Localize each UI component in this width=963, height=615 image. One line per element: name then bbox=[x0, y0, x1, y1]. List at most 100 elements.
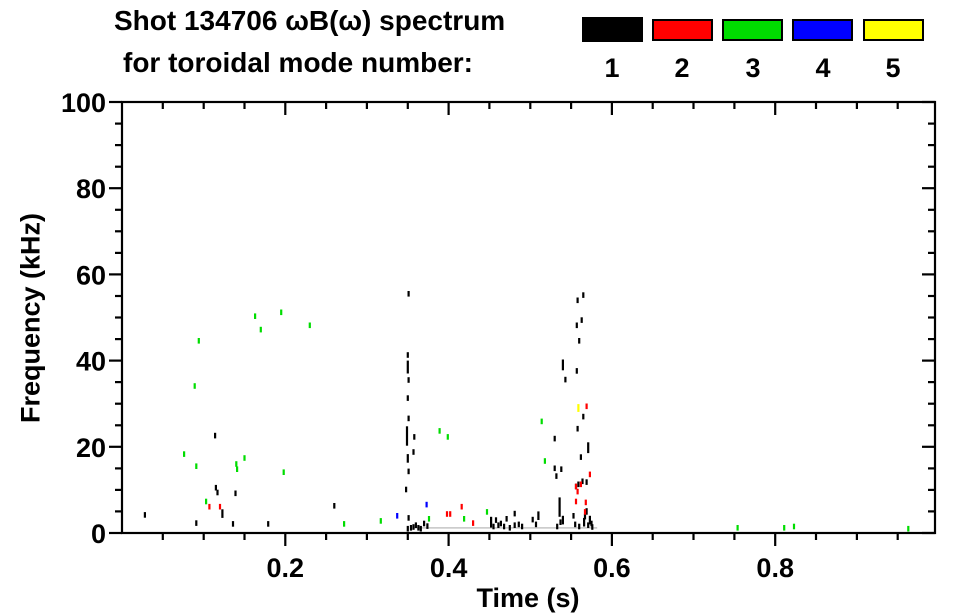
data-point bbox=[555, 473, 558, 479]
data-point bbox=[282, 469, 285, 475]
data-point bbox=[407, 515, 410, 521]
data-point bbox=[576, 488, 579, 495]
data-point bbox=[438, 428, 441, 434]
legend-mode-label-5: 5 bbox=[885, 53, 901, 83]
y-tick-label: 40 bbox=[76, 347, 106, 377]
data-point bbox=[582, 292, 585, 298]
data-point bbox=[574, 483, 578, 490]
legend: 1 2 3 4 5 bbox=[0, 0, 963, 90]
data-point bbox=[564, 376, 567, 383]
data-point bbox=[587, 442, 590, 454]
data-point bbox=[396, 513, 399, 519]
data-point bbox=[783, 525, 786, 531]
mode-2-points bbox=[208, 403, 591, 526]
data-point bbox=[540, 418, 543, 425]
data-point bbox=[235, 461, 238, 467]
y-tick-label: 60 bbox=[76, 260, 106, 290]
data-point bbox=[534, 521, 538, 528]
plot-frame bbox=[120, 100, 937, 535]
data-point bbox=[308, 322, 311, 329]
data-point bbox=[556, 523, 559, 530]
data-point bbox=[412, 449, 415, 455]
data-point bbox=[574, 498, 578, 505]
data-point bbox=[472, 520, 475, 526]
y-tick-label: 100 bbox=[61, 88, 106, 118]
data-point bbox=[243, 455, 246, 461]
data-point bbox=[575, 322, 578, 329]
data-point bbox=[576, 297, 579, 304]
data-point bbox=[197, 338, 200, 344]
data-point bbox=[590, 520, 593, 527]
data-point bbox=[736, 525, 739, 531]
data-point bbox=[513, 522, 516, 528]
data-point bbox=[406, 395, 409, 401]
data-point bbox=[221, 509, 224, 518]
legend-mode-label-3: 3 bbox=[745, 53, 761, 83]
y-axis-label: Frequency (kHz) bbox=[15, 212, 46, 424]
data-point bbox=[553, 465, 556, 472]
data-point bbox=[577, 404, 580, 412]
data-point bbox=[490, 516, 493, 528]
data-point bbox=[333, 503, 336, 509]
data-point bbox=[513, 510, 516, 517]
data-point bbox=[407, 468, 410, 475]
data-point bbox=[907, 525, 910, 532]
data-point bbox=[588, 515, 591, 525]
data-point bbox=[505, 516, 508, 522]
data-point bbox=[561, 359, 564, 371]
data-point bbox=[183, 451, 186, 457]
data-point bbox=[588, 471, 591, 478]
data-point bbox=[560, 466, 563, 472]
data-point bbox=[531, 516, 534, 523]
legend-swatch-mode-4 bbox=[792, 19, 853, 41]
data-point bbox=[423, 520, 426, 527]
data-point bbox=[587, 522, 590, 528]
data-point bbox=[231, 521, 235, 527]
data-point bbox=[579, 481, 582, 488]
data-point bbox=[591, 524, 594, 530]
data-point bbox=[497, 522, 500, 528]
data-point bbox=[409, 525, 413, 531]
data-point bbox=[406, 525, 409, 532]
data-point bbox=[585, 403, 588, 410]
legend-swatch-mode-5 bbox=[863, 19, 924, 41]
x-tick-label: 0.2 bbox=[267, 553, 305, 583]
data-point bbox=[405, 426, 409, 446]
data-point bbox=[585, 508, 588, 515]
data-point bbox=[419, 525, 422, 532]
data-point bbox=[407, 291, 410, 297]
data-point bbox=[584, 499, 587, 506]
data-point bbox=[195, 463, 198, 469]
data-point bbox=[583, 513, 587, 520]
data-point bbox=[578, 523, 581, 530]
data-point bbox=[214, 484, 217, 491]
data-point bbox=[581, 478, 584, 485]
data-point bbox=[579, 454, 582, 460]
data-point bbox=[576, 425, 579, 432]
data-point bbox=[577, 481, 580, 488]
data-point bbox=[412, 524, 415, 530]
data-point bbox=[559, 519, 562, 525]
data-point bbox=[406, 360, 409, 374]
data-point bbox=[446, 434, 449, 440]
legend-swatch-mode-2 bbox=[652, 19, 713, 41]
data-point bbox=[445, 511, 449, 517]
data-point bbox=[205, 498, 208, 505]
y-tick-label: 0 bbox=[91, 519, 106, 549]
chart-subtitle: for toroidal mode number: bbox=[123, 47, 473, 78]
data-point bbox=[537, 511, 540, 520]
data-point bbox=[407, 415, 410, 422]
data-point bbox=[414, 522, 417, 528]
data-point bbox=[792, 523, 796, 530]
data-point bbox=[417, 525, 420, 531]
data-point bbox=[218, 503, 222, 510]
data-point bbox=[343, 521, 346, 527]
x-tick-label: 0.6 bbox=[593, 553, 631, 583]
data-point bbox=[463, 516, 466, 522]
data-point bbox=[583, 509, 587, 515]
mode-1-points bbox=[143, 291, 594, 532]
data-point bbox=[517, 521, 520, 528]
x-tick-label: 0.8 bbox=[756, 553, 794, 583]
